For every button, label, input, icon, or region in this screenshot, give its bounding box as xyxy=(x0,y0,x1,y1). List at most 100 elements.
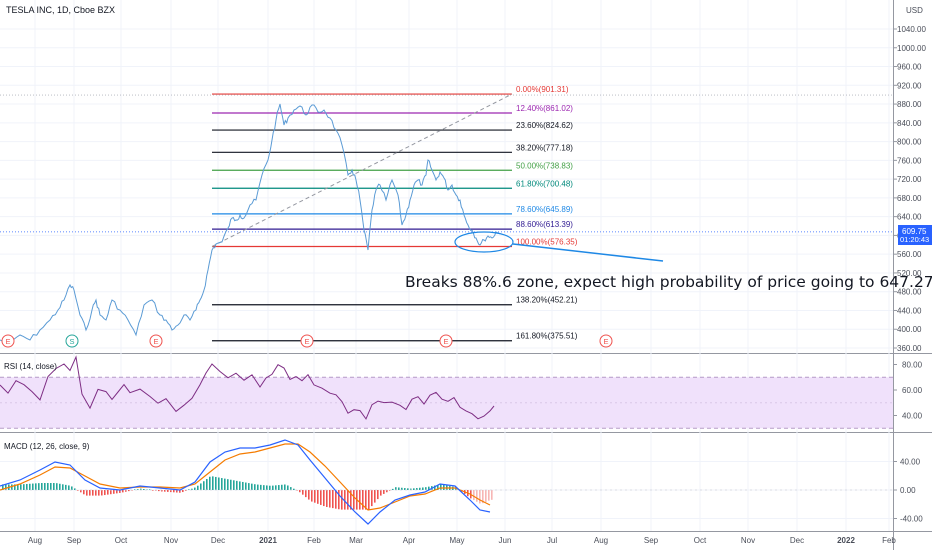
event-marker[interactable]: E xyxy=(300,334,314,348)
macd-histogram-bar xyxy=(218,477,220,490)
macd-histogram-bar xyxy=(428,486,430,490)
macd-histogram-bar xyxy=(233,480,235,490)
price-tick-label: 960.00 xyxy=(897,63,922,72)
macd-histogram-bar xyxy=(80,490,82,493)
macd-histogram-bar xyxy=(371,490,373,507)
macd-histogram-bar xyxy=(119,490,121,493)
price-tick-label: 640.00 xyxy=(897,213,922,222)
price-series[interactable] xyxy=(0,103,501,346)
event-marker[interactable]: E xyxy=(149,334,163,348)
time-tick-label: 2021 xyxy=(259,536,277,545)
highlight-ellipse[interactable] xyxy=(454,231,514,253)
macd-histogram-bar xyxy=(113,490,115,494)
price-tick-label: 920.00 xyxy=(897,81,922,90)
macd-histogram-bar xyxy=(176,490,178,493)
symbol-title[interactable]: TESLA INC, 1D, Cboe BZX xyxy=(6,5,115,15)
macd-histogram-bar xyxy=(143,489,145,490)
marker-circle xyxy=(300,334,314,348)
macd-histogram-bar xyxy=(17,484,19,490)
macd-histogram-bar xyxy=(308,490,310,500)
macd-histogram-bar xyxy=(338,490,340,510)
marker-circle xyxy=(599,334,613,348)
time-tick-label: Feb xyxy=(307,536,321,545)
time-tick-label: Dec xyxy=(790,536,804,545)
macd-histogram-bar xyxy=(425,487,427,490)
macd-histogram-bar xyxy=(329,490,331,508)
macd-histogram-bar xyxy=(305,490,307,498)
macd-histogram-bar xyxy=(293,488,295,490)
event-marker[interactable]: E xyxy=(439,334,453,348)
macd-histogram-bar xyxy=(260,484,262,490)
macd-histogram-bar xyxy=(152,490,154,491)
macd-histogram-bar xyxy=(122,490,124,493)
macd-histogram-bar xyxy=(482,490,484,504)
annotation-arrow[interactable] xyxy=(512,243,664,262)
macd-histogram-bar xyxy=(326,490,328,507)
marker-circle xyxy=(149,334,163,348)
macd-histogram-bar xyxy=(212,476,214,490)
marker-circle xyxy=(65,334,79,348)
macd-histogram-bar xyxy=(188,489,190,490)
trend-lines[interactable] xyxy=(0,93,893,247)
macd-histogram-bar xyxy=(344,490,346,510)
annotation-drawing[interactable] xyxy=(454,231,664,262)
macd-histogram-bar xyxy=(419,487,421,490)
fib-level-label: 38.20%(777.18) xyxy=(516,143,573,152)
time-tick-label: Dec xyxy=(211,536,225,545)
event-marker[interactable]: E xyxy=(1,334,15,348)
price-tick-label: 840.00 xyxy=(897,119,922,128)
price-line[interactable] xyxy=(0,103,501,346)
macd-histogram-bar xyxy=(359,490,361,510)
rsi-tick-label: 80.00 xyxy=(902,361,923,370)
macd-histogram-bar xyxy=(35,483,37,490)
price-tick-label: 560.00 xyxy=(897,250,922,259)
macd-histogram-bar xyxy=(161,490,163,492)
macd-histogram-bar xyxy=(11,484,13,490)
macd-histogram-bar xyxy=(242,481,244,490)
currency-label[interactable]: USD xyxy=(906,6,923,15)
macd-histogram-bar xyxy=(410,488,412,490)
macd-histogram-bar xyxy=(386,490,388,493)
macd-histogram-bar xyxy=(404,488,406,490)
macd-histogram-bar xyxy=(158,490,160,492)
time-axis[interactable]: Aug Sep Oct Nov Dec 2021 Feb Mar Apr May Jun Jul Aug… xyxy=(28,536,897,545)
time-tick-label: Mar xyxy=(349,536,363,545)
macd-histogram-bar xyxy=(107,490,109,495)
macd-histogram-bar xyxy=(392,488,394,490)
macd-histogram-bar xyxy=(2,484,4,490)
macd-histogram-bar xyxy=(32,483,34,490)
macd-histogram-bar xyxy=(254,484,256,490)
macd-histogram-bar xyxy=(134,489,136,490)
time-tick-label: 2022 xyxy=(837,536,855,545)
macd-histogram-bar xyxy=(173,490,175,493)
macd-histogram-bar xyxy=(437,484,439,490)
macd-histogram-bar xyxy=(140,488,142,490)
macd-histogram-bar xyxy=(440,484,442,490)
macd-title[interactable]: MACD (12, 26, close, 9) xyxy=(4,442,90,451)
event-marker[interactable]: S xyxy=(65,334,79,348)
macd-histogram-bar xyxy=(266,485,268,490)
price-tick-label: 1040.00 xyxy=(897,25,926,34)
event-marker[interactable]: E xyxy=(599,334,613,348)
fib-trend-line[interactable] xyxy=(211,93,513,247)
macd-histogram-bar xyxy=(95,490,97,496)
macd-histogram-bar xyxy=(47,483,49,490)
macd-histogram-bar xyxy=(50,483,52,490)
macd-histogram-bar xyxy=(485,490,487,502)
macd-histogram-bar xyxy=(389,490,391,491)
annotation-text: Breaks 88%.6 zone, expect high probabili… xyxy=(405,273,932,291)
macd-histogram-bar xyxy=(116,490,118,494)
macd-histogram-bar xyxy=(368,490,370,510)
macd-histogram-bar xyxy=(182,490,184,493)
time-tick-label: Aug xyxy=(28,536,42,545)
macd-histogram-bar xyxy=(350,490,352,510)
macd-histogram-bar xyxy=(380,490,382,496)
macd-tick-label: 0.00 xyxy=(900,486,916,495)
macd-histogram-bar xyxy=(5,484,7,490)
rsi-series xyxy=(0,355,495,420)
macd-histogram-bar xyxy=(65,484,67,490)
rsi-title[interactable]: RSI (14, close) xyxy=(4,362,57,371)
macd-histogram-bar xyxy=(362,490,364,510)
